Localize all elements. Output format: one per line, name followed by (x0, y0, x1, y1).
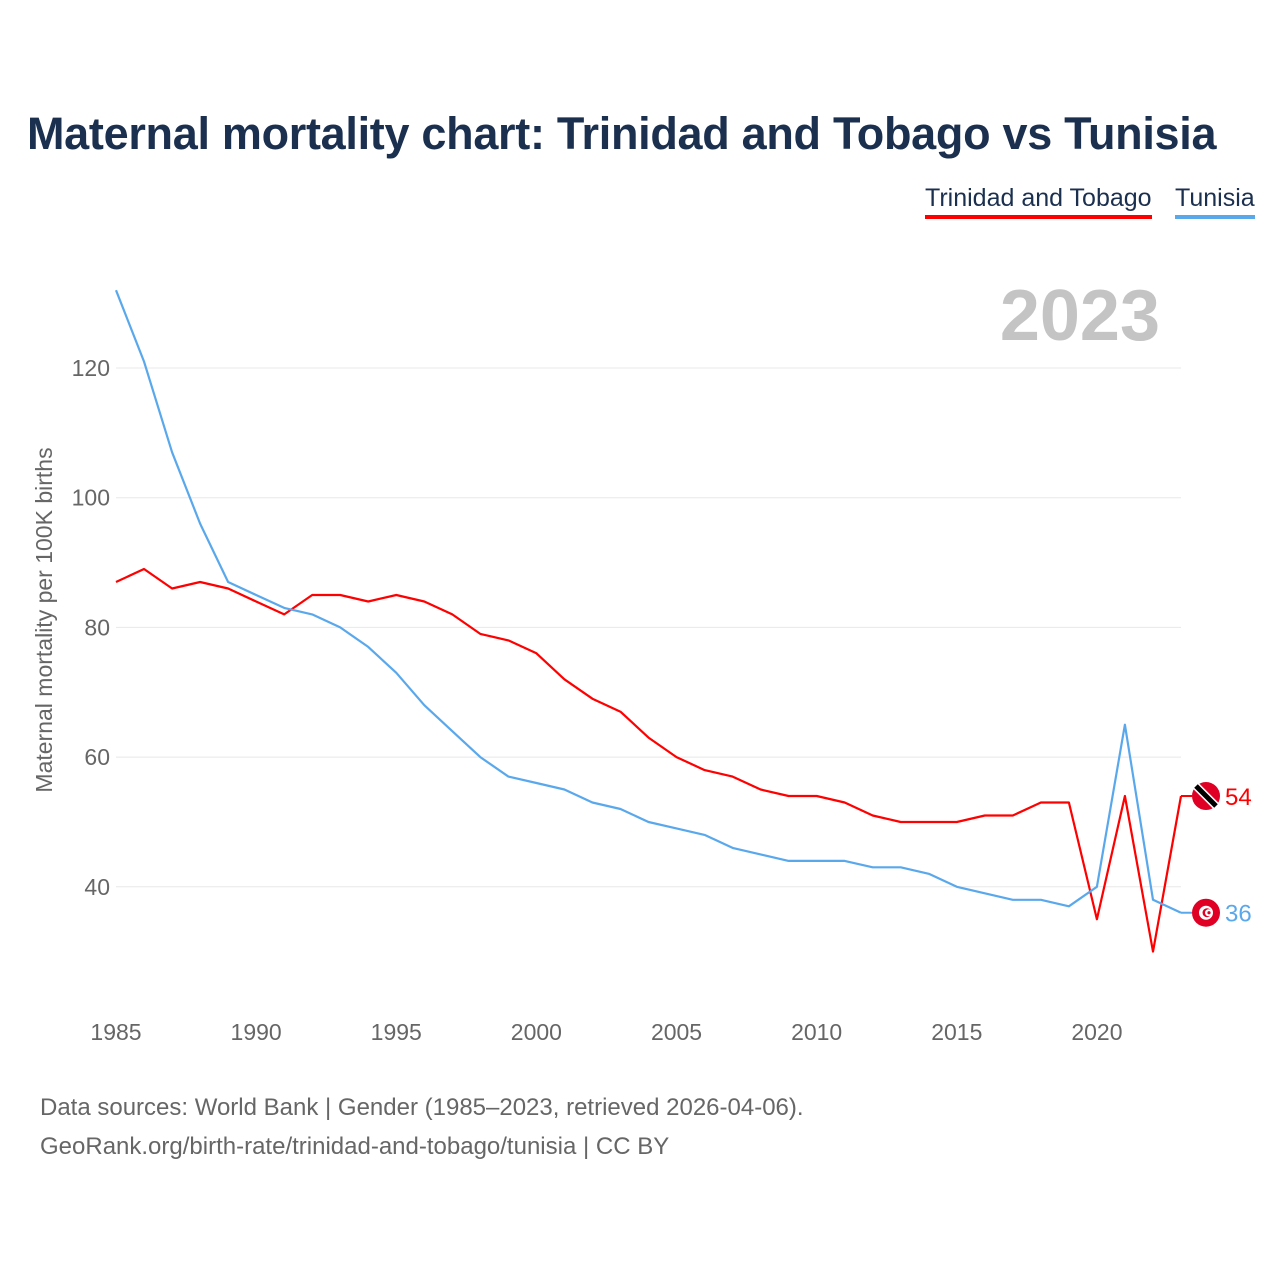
flag-star (1207, 911, 1211, 915)
y-tick-label: 80 (84, 614, 110, 640)
trinidad-flag-icon (1192, 782, 1220, 811)
y-axis-label: Maternal mortality per 100K births (31, 447, 57, 792)
series-line-trinidad-and-tobago (115, 567, 1183, 953)
y-tick-label: 60 (84, 744, 110, 770)
y-tick-label: 120 (72, 355, 110, 381)
tunisia-flag-icon (1192, 898, 1220, 927)
end-value-label: 54 (1225, 784, 1252, 811)
chart-title: Maternal mortality chart: Trinidad and T… (27, 108, 1217, 159)
x-tick-label: 2010 (791, 1019, 842, 1045)
x-tick-label: 2000 (511, 1019, 562, 1045)
end-value-label: 36 (1225, 901, 1252, 928)
flag-stripe (1194, 784, 1218, 808)
series-line-tunisia (114, 289, 1182, 914)
x-tick-label: 1985 (90, 1019, 141, 1045)
source-link[interactable]: GeoRank.org/birth-rate/trinidad-and-toba… (40, 1133, 670, 1160)
x-tick-label: 2015 (931, 1019, 982, 1045)
year-watermark: 2023 (1000, 276, 1160, 356)
source-line: Data sources: World Bank | Gender (1985–… (40, 1094, 804, 1121)
x-tick-label: 1995 (371, 1019, 422, 1045)
legend-tunisia[interactable]: Tunisia (1175, 184, 1255, 219)
x-tick-label: 2020 (1071, 1019, 1122, 1045)
legend-trinidad-and-tobago[interactable]: Trinidad and Tobago (925, 184, 1152, 219)
x-tick-label: 2005 (651, 1019, 702, 1045)
y-tick-label: 100 (72, 485, 110, 511)
y-tick-label: 40 (84, 874, 110, 900)
source-note: Data sources: World Bank | Gender (1985–… (40, 1088, 804, 1166)
x-tick-label: 1990 (231, 1019, 282, 1045)
